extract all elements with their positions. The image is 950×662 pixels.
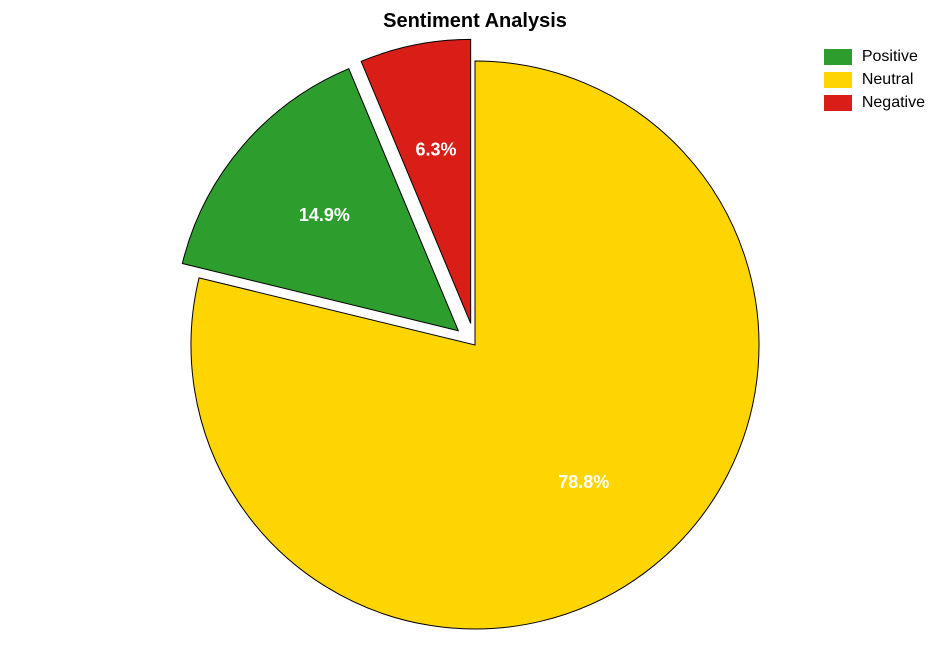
legend-label: Positive [862,48,918,66]
legend-swatch [824,49,852,65]
slice-label-neutral: 78.8% [558,472,609,492]
slice-label-positive: 14.9% [299,205,350,225]
chart-legend: Positive Neutral Negative [824,48,925,117]
pie-chart-svg: 78.8% 14.9% 6.3% [0,0,950,662]
legend-swatch [824,72,852,88]
slice-label-negative: 6.3% [416,140,457,160]
legend-item-negative: Negative [824,94,925,112]
legend-label: Negative [862,94,925,112]
pie-chart-container: Sentiment Analysis 78.8%14.9%6.3% Positi… [0,0,950,662]
legend-label: Neutral [862,71,914,89]
legend-item-neutral: Neutral [824,71,925,89]
legend-swatch [824,95,852,111]
legend-item-positive: Positive [824,48,925,66]
